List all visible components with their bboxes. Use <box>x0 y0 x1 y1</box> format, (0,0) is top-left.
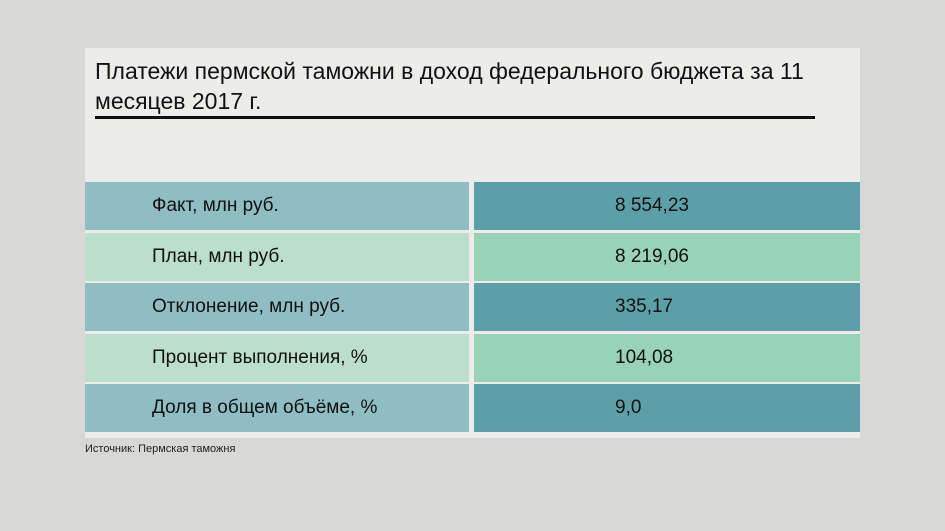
label-cell: Отклонение, млн руб. <box>85 283 469 331</box>
table-row: Процент выполнения, % 104,08 <box>85 333 860 382</box>
value-cell: 8 554,23 <box>474 182 860 230</box>
label-cell: Доля в общем объёме, % <box>85 384 469 432</box>
value-cell: 8 219,06 <box>474 232 860 281</box>
table-row: План, млн руб. 8 219,06 <box>85 232 860 281</box>
table-row: Доля в общем объёме, % 9,0 <box>85 384 860 432</box>
label-cell: Процент выполнения, % <box>85 333 469 382</box>
title-rule <box>95 116 815 119</box>
title: Платежи пермской таможни в доход федерал… <box>95 58 804 114</box>
value-cell: 9,0 <box>474 384 860 432</box>
source: Источник: Пермская таможня <box>85 443 236 455</box>
label-cell: План, млн руб. <box>85 232 469 281</box>
value-cell: 335,17 <box>474 283 860 331</box>
label-cell: Факт, млн руб. <box>85 182 469 230</box>
value-cell: 104,08 <box>474 333 860 382</box>
table-row: Факт, млн руб. 8 554,23 <box>85 182 860 230</box>
table-row: Отклонение, млн руб. 335,17 <box>85 283 860 331</box>
